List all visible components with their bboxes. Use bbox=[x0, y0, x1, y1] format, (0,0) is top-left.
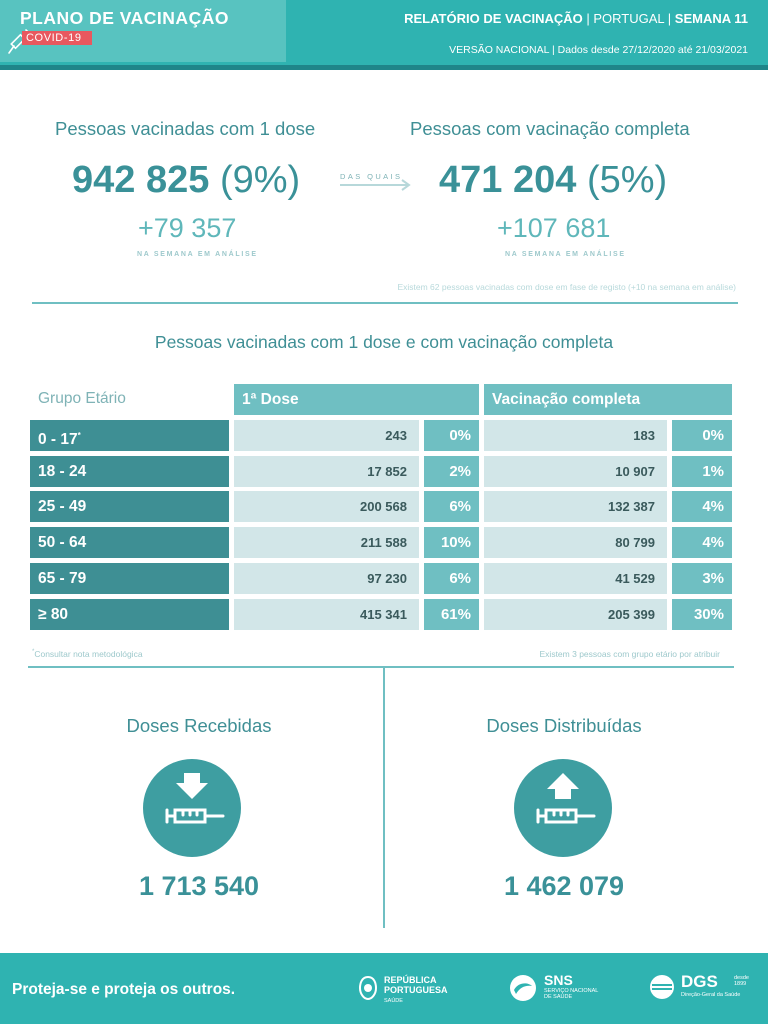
age-cell: 50 - 64 bbox=[30, 527, 229, 558]
complete-percent: 0% bbox=[672, 420, 732, 451]
complete-percent: 4% bbox=[672, 491, 732, 522]
doses-distributed-icon bbox=[514, 759, 612, 857]
dose1-percent: 61% bbox=[424, 599, 479, 630]
table-row: 18 - 24 17 852 2% 10 907 1% bbox=[30, 456, 732, 487]
complete-percent: 1% bbox=[672, 456, 732, 487]
age-cell: 0 - 17* bbox=[30, 420, 229, 451]
complete-percent: 4% bbox=[672, 527, 732, 558]
report-title: RELATÓRIO DE VACINAÇÃO | PORTUGAL | SEMA… bbox=[404, 11, 748, 26]
report-subtitle: VERSÃO NACIONAL | Dados desde 27/12/2020… bbox=[449, 44, 748, 56]
complete-header: Vacinação completa bbox=[484, 384, 732, 415]
registo-note: Existem 62 pessoas vacinadas com dose em… bbox=[397, 282, 736, 292]
dose1-percent: 6% bbox=[424, 491, 479, 522]
complete-value: 471 204 (5%) bbox=[439, 159, 668, 201]
dose1-percent: 0% bbox=[424, 420, 479, 451]
dgs-emblem-icon bbox=[650, 975, 674, 999]
arrow-up-syringe-icon bbox=[536, 773, 596, 824]
republic-emblem-icon bbox=[358, 975, 378, 1001]
age-cell: 18 - 24 bbox=[30, 456, 229, 487]
covid-badge: COVID-19 bbox=[22, 31, 92, 45]
doses-received-label: Doses Recebidas bbox=[126, 715, 272, 736]
dose1-percent: 6% bbox=[424, 563, 479, 594]
age-cell: 25 - 49 bbox=[30, 491, 229, 522]
complete-count: 80 799 bbox=[484, 527, 667, 558]
age-group-header: Grupo Etário bbox=[38, 390, 126, 407]
dose1-count: 211 588 bbox=[234, 527, 419, 558]
dose1-count: 200 568 bbox=[234, 491, 419, 522]
dose1-header: 1ª Dose bbox=[234, 384, 479, 415]
complete-delta-caption: NA SEMANA EM ANÁLISE bbox=[505, 251, 626, 258]
table-row: 65 - 79 97 230 6% 41 529 3% bbox=[30, 563, 732, 594]
arrow-down-syringe-icon bbox=[165, 773, 225, 824]
dose1-count: 97 230 bbox=[234, 563, 419, 594]
complete-count: 10 907 bbox=[484, 456, 667, 487]
table-title: Pessoas vacinadas com 1 dose e com vacin… bbox=[154, 332, 614, 352]
complete-percent: 3% bbox=[672, 563, 732, 594]
age-cell: ≥ 80 bbox=[30, 599, 229, 630]
table-row: ≥ 80 415 341 61% 205 399 30% bbox=[30, 599, 732, 630]
one-dose-delta-caption: NA SEMANA EM ANÁLISE bbox=[137, 251, 258, 258]
complete-delta: +107 681 bbox=[497, 213, 611, 243]
section-divider bbox=[32, 302, 738, 304]
table-row: 50 - 64 211 588 10% 80 799 4% bbox=[30, 527, 732, 558]
dose1-count: 243 bbox=[234, 420, 419, 451]
table-row: 25 - 49 200 568 6% 132 387 4% bbox=[30, 491, 732, 522]
one-dose-delta: +79 357 bbox=[138, 213, 237, 243]
doses-received-icon bbox=[143, 759, 241, 857]
footer-bar: Proteja-se e proteja os outros. REPÚBLIC… bbox=[0, 953, 768, 1024]
unassigned-age-note: Existem 3 pessoas com grupo etário por a… bbox=[539, 649, 720, 659]
dose1-count: 17 852 bbox=[234, 456, 419, 487]
plan-title: PLANO DE VACINAÇÃO bbox=[20, 8, 229, 28]
table-row: 0 - 17* 243 0% 183 0% bbox=[30, 420, 732, 451]
sns-emblem-icon bbox=[510, 975, 536, 1001]
doses-received-value: 1 713 540 bbox=[138, 871, 260, 901]
doses-distributed-value: 1 462 079 bbox=[503, 871, 625, 901]
doses-distributed-label: Doses Distribuídas bbox=[486, 715, 642, 736]
slogan: Proteja-se e proteja os outros. bbox=[12, 981, 236, 998]
one-dose-value: 942 825 (9%) bbox=[72, 159, 301, 201]
arrow-right-icon bbox=[340, 179, 411, 191]
report-header: PLANO DE VACINAÇÃO COVID-19 RELATÓRIO DE… bbox=[0, 0, 768, 70]
complete-percent: 30% bbox=[672, 599, 732, 630]
complete-label: Pessoas com vacinação completa bbox=[410, 118, 690, 139]
one-dose-label: Pessoas vacinadas com 1 dose bbox=[55, 118, 316, 139]
complete-count: 183 bbox=[484, 420, 667, 451]
methodology-footnote: *Consultar nota metodológica bbox=[32, 649, 143, 659]
dose1-percent: 2% bbox=[424, 456, 479, 487]
complete-count: 205 399 bbox=[484, 599, 667, 630]
dose1-count: 415 341 bbox=[234, 599, 419, 630]
age-cell: 65 - 79 bbox=[30, 563, 229, 594]
plan-brand: PLANO DE VACINAÇÃO COVID-19 bbox=[0, 0, 286, 62]
header-divider bbox=[0, 65, 768, 70]
vertical-divider bbox=[383, 668, 385, 928]
dose1-percent: 10% bbox=[424, 527, 479, 558]
connector-label: DAS QUAIS bbox=[340, 172, 403, 181]
complete-count: 41 529 bbox=[484, 563, 667, 594]
complete-count: 132 387 bbox=[484, 491, 667, 522]
section-divider bbox=[28, 666, 734, 668]
